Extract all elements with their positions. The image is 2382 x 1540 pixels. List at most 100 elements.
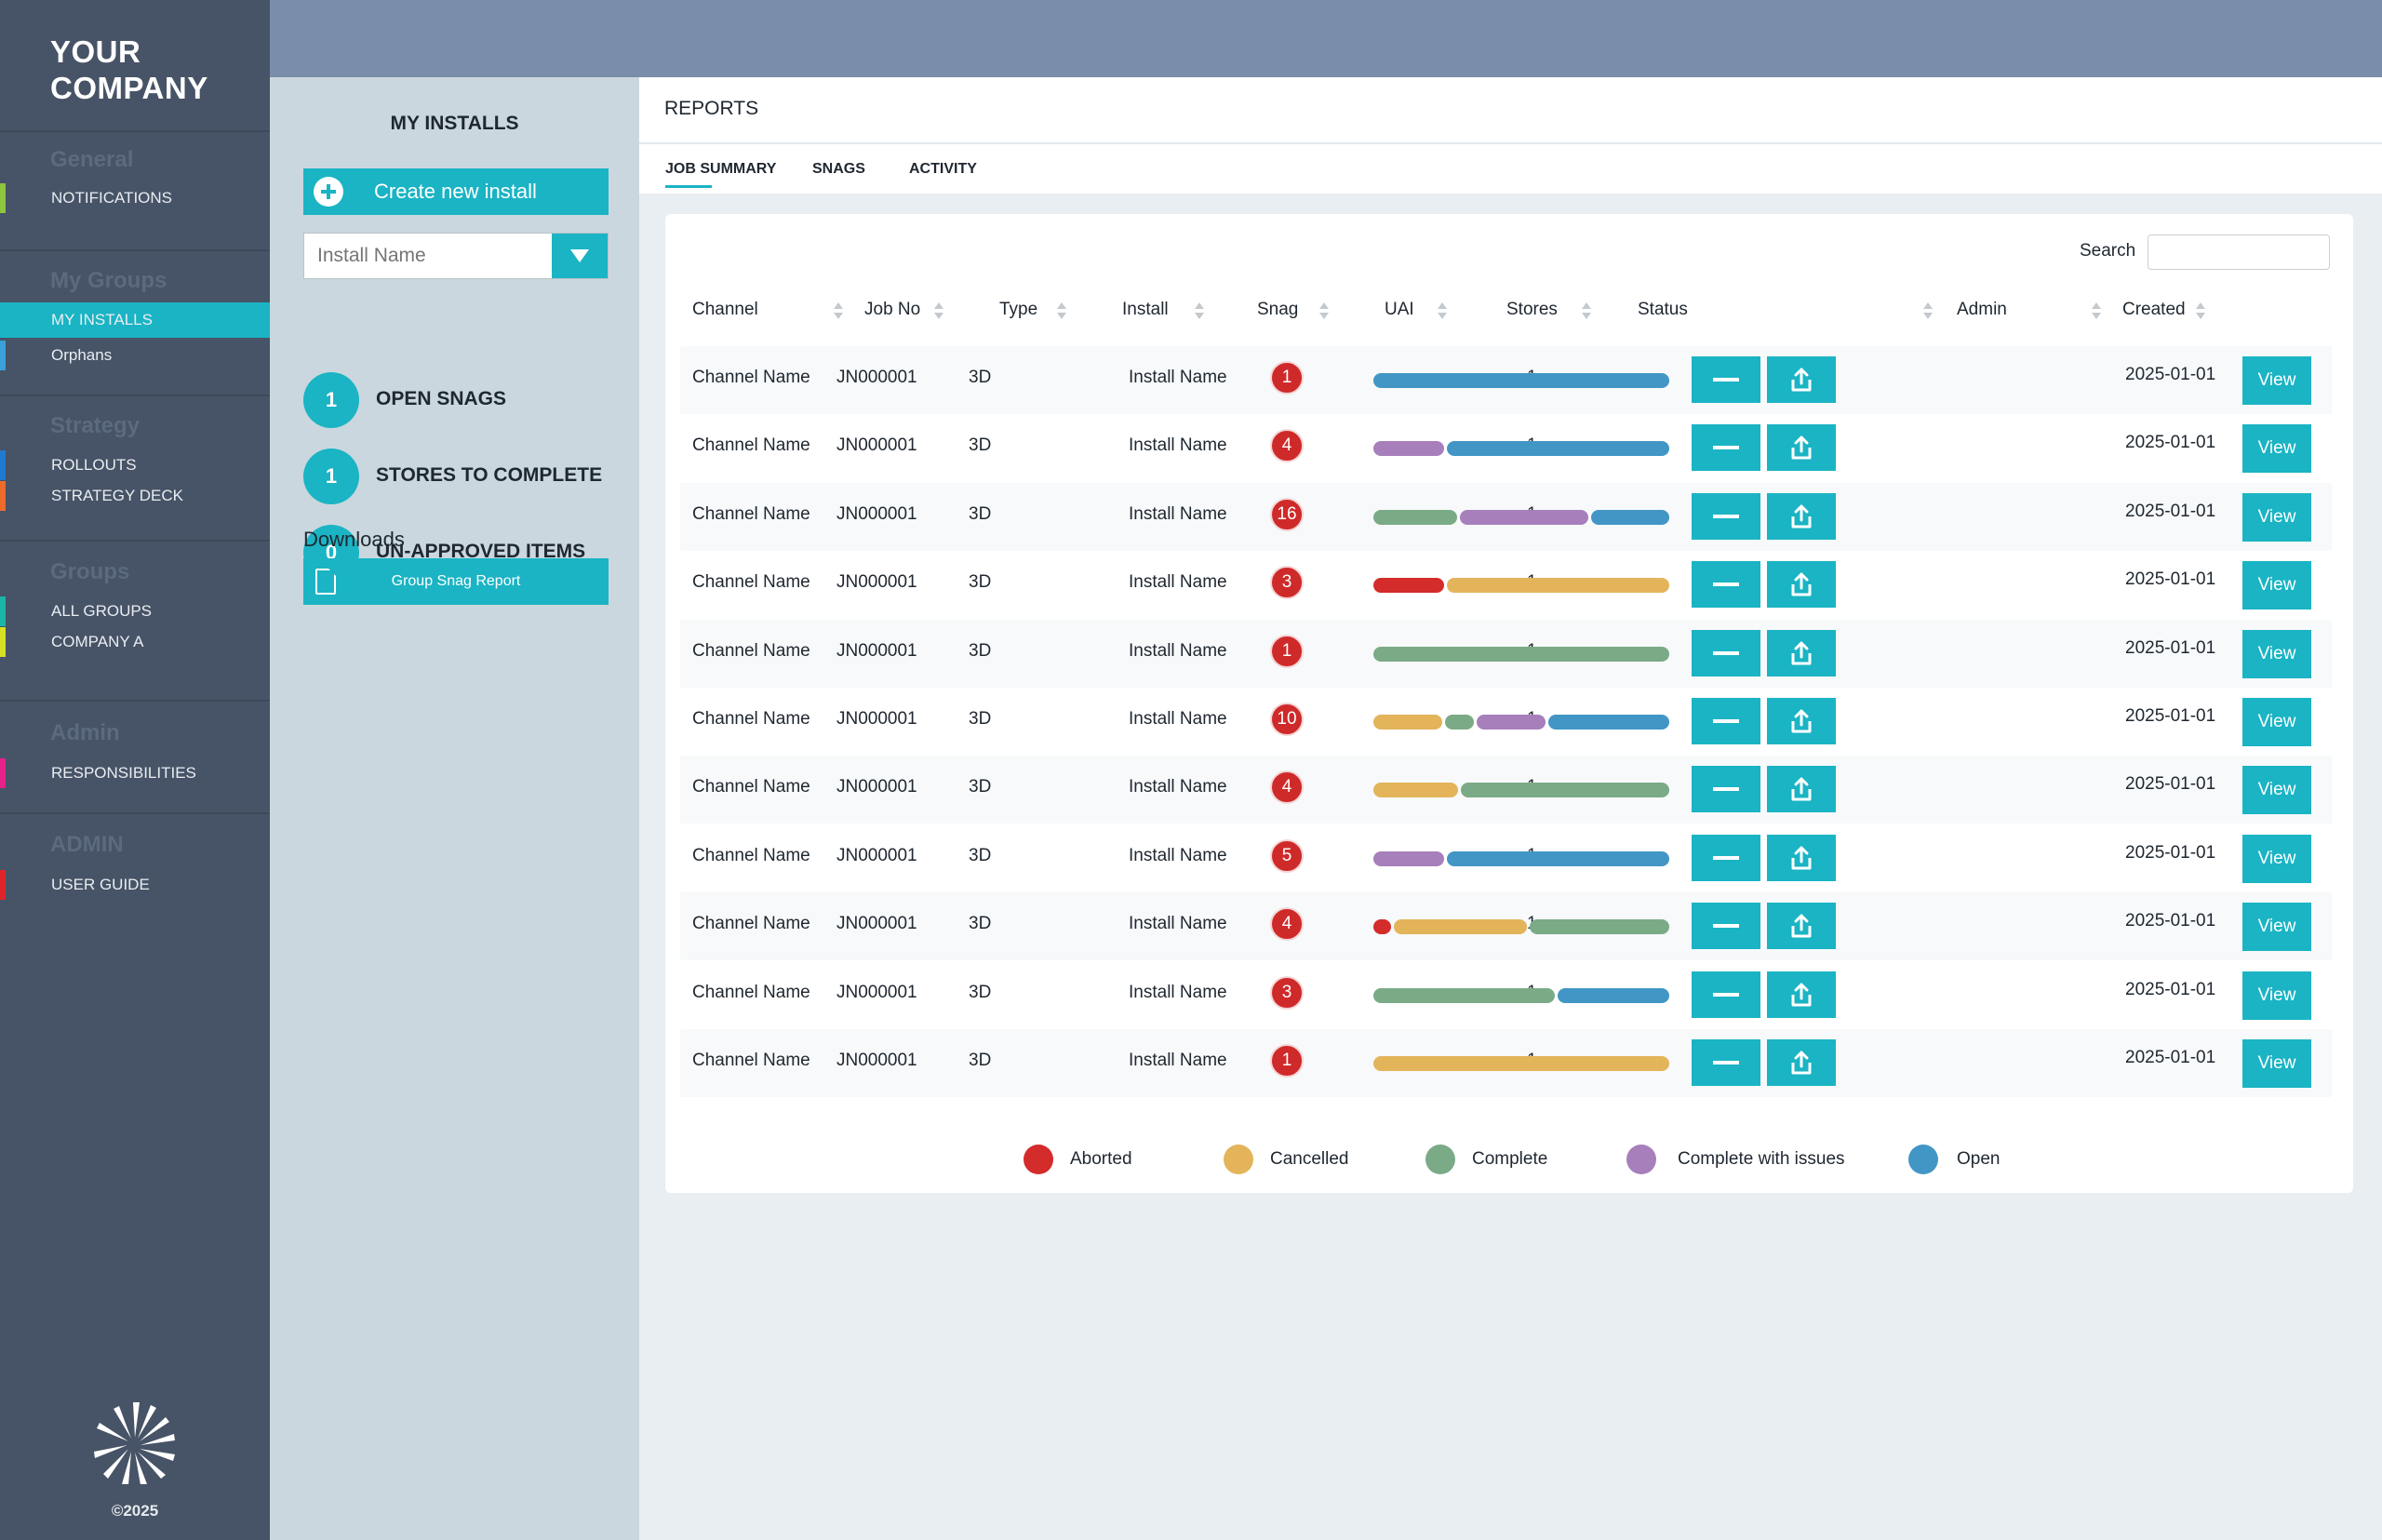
nav-item-strategy-deck[interactable]: STRATEGY DECK: [0, 481, 270, 511]
sort-arrows-icon[interactable]: [1057, 302, 1066, 321]
export-share-button[interactable]: [1767, 971, 1836, 1018]
install-name-select[interactable]: [303, 233, 609, 279]
tab-snags[interactable]: SNAGS: [812, 161, 865, 177]
snag-count-badge[interactable]: 4: [1270, 429, 1304, 463]
view-button[interactable]: View: [2242, 629, 2311, 678]
nav-heading-admin-upper: ADMIN: [50, 832, 124, 857]
sort-arrows-icon[interactable]: [1582, 302, 1591, 321]
view-button[interactable]: View: [2242, 971, 2311, 1020]
snag-count-badge[interactable]: 1: [1270, 361, 1304, 395]
tab-job-summary[interactable]: JOB SUMMARY: [665, 161, 777, 188]
export-share-button[interactable]: [1767, 492, 1836, 540]
remove-minus-button[interactable]: [1692, 1039, 1760, 1086]
nav-item-rollouts[interactable]: ROLLOUTS: [0, 450, 270, 480]
column-header-created[interactable]: Created: [2122, 300, 2186, 319]
remove-minus-button[interactable]: [1692, 561, 1760, 609]
sort-arrows-icon[interactable]: [834, 302, 843, 321]
cell-channel: Channel Name: [692, 982, 810, 1002]
remove-minus-button[interactable]: [1692, 834, 1760, 881]
status-segment-issues: [1373, 850, 1444, 866]
export-share-button[interactable]: [1767, 629, 1836, 676]
remove-minus-button[interactable]: [1692, 424, 1760, 472]
company-logo-text[interactable]: YOUR COMPANY: [50, 33, 208, 106]
snag-count-badge[interactable]: 3: [1270, 566, 1304, 600]
status-progress-bar: [1373, 919, 1669, 935]
cell-created: 2025-01-01: [2125, 433, 2216, 453]
cell-channel: Channel Name: [692, 1051, 810, 1070]
status-segment-complete: [1530, 919, 1669, 935]
nav-item-orphans[interactable]: Orphans: [0, 341, 270, 370]
snag-count-badge[interactable]: 16: [1270, 497, 1304, 531]
export-share-button[interactable]: [1767, 1039, 1836, 1086]
remove-minus-button[interactable]: [1692, 903, 1760, 950]
column-header-status[interactable]: Status: [1638, 300, 1688, 319]
column-header-install[interactable]: Install: [1122, 300, 1169, 319]
sort-arrows-icon[interactable]: [1923, 302, 1933, 321]
nav-item-my-installs[interactable]: MY INSTALLS: [0, 299, 287, 338]
export-share-button[interactable]: [1767, 561, 1836, 609]
remove-minus-button[interactable]: [1692, 698, 1760, 744]
snag-count-badge[interactable]: 1: [1270, 1044, 1304, 1078]
search-input[interactable]: [2148, 234, 2330, 270]
nav-item-responsibilities[interactable]: RESPONSIBILITIES: [0, 758, 270, 788]
column-header-admin[interactable]: Admin: [1957, 300, 2007, 319]
nav-item-all-groups[interactable]: ALL GROUPS: [0, 596, 270, 626]
view-button[interactable]: View: [2242, 424, 2311, 474]
cell-created: 2025-01-01: [2125, 501, 2216, 521]
column-header-channel[interactable]: Channel: [692, 300, 758, 319]
snag-count-badge[interactable]: 3: [1270, 975, 1304, 1010]
remove-minus-button[interactable]: [1692, 629, 1760, 676]
cell-type: 3D: [969, 640, 992, 661]
status-segment-complete: [1373, 987, 1556, 1003]
export-share-button[interactable]: [1767, 834, 1836, 881]
create-new-install-button[interactable]: Create new install: [303, 168, 609, 215]
column-header-type[interactable]: Type: [999, 300, 1038, 319]
remove-minus-button[interactable]: [1692, 971, 1760, 1018]
sort-arrows-icon[interactable]: [934, 302, 943, 321]
export-share-button[interactable]: [1767, 903, 1836, 950]
export-share-button[interactable]: [1767, 766, 1836, 813]
install-name-input[interactable]: [304, 234, 552, 278]
view-button[interactable]: View: [2242, 1039, 2311, 1088]
group-snag-report-button[interactable]: Group Snag Report: [303, 558, 609, 605]
sort-arrows-icon[interactable]: [1438, 302, 1447, 321]
view-button[interactable]: View: [2242, 903, 2311, 952]
nav-item-label: Orphans: [51, 346, 113, 364]
remove-minus-button[interactable]: [1692, 492, 1760, 540]
sort-arrows-icon[interactable]: [2092, 302, 2101, 321]
column-header-uai[interactable]: UAI: [1385, 300, 1414, 319]
view-button[interactable]: View: [2242, 356, 2311, 405]
nav-item-company-a[interactable]: COMPANY A: [0, 627, 270, 657]
nav-divider: [0, 249, 270, 251]
view-button[interactable]: View: [2242, 766, 2311, 815]
nav-item-notifications[interactable]: NOTIFICATIONS: [0, 183, 270, 213]
tab-activity[interactable]: ACTIVITY: [909, 161, 977, 177]
export-share-button[interactable]: [1767, 698, 1836, 744]
nav-item-user-guide[interactable]: USER GUIDE: [0, 870, 270, 900]
view-button[interactable]: View: [2242, 492, 2311, 542]
snag-count-badge[interactable]: 4: [1270, 907, 1304, 942]
sort-arrows-icon[interactable]: [1195, 302, 1204, 321]
remove-minus-button[interactable]: [1692, 766, 1760, 813]
view-button[interactable]: View: [2242, 834, 2311, 883]
view-button[interactable]: View: [2242, 561, 2311, 610]
sort-arrows-icon[interactable]: [2196, 302, 2205, 321]
sort-arrows-icon[interactable]: [1319, 302, 1329, 321]
dropdown-arrow-icon[interactable]: [552, 234, 608, 278]
snag-count-badge[interactable]: 5: [1270, 838, 1304, 873]
column-header-job-no[interactable]: Job No: [864, 300, 921, 319]
cell-install: Install Name: [1129, 503, 1227, 524]
snag-count-badge[interactable]: 10: [1270, 703, 1304, 736]
snag-count-badge[interactable]: 4: [1270, 770, 1304, 805]
reports-title: REPORTS: [664, 98, 759, 119]
snag-count-badge[interactable]: 1: [1270, 634, 1304, 668]
column-header-snag[interactable]: Snag: [1257, 300, 1299, 319]
export-share-button[interactable]: [1767, 424, 1836, 472]
column-header-stores[interactable]: Stores: [1506, 300, 1558, 319]
export-share-button[interactable]: [1767, 356, 1836, 403]
view-button[interactable]: View: [2242, 698, 2311, 746]
remove-minus-button[interactable]: [1692, 356, 1760, 403]
share-upload-icon: [1791, 709, 1812, 733]
